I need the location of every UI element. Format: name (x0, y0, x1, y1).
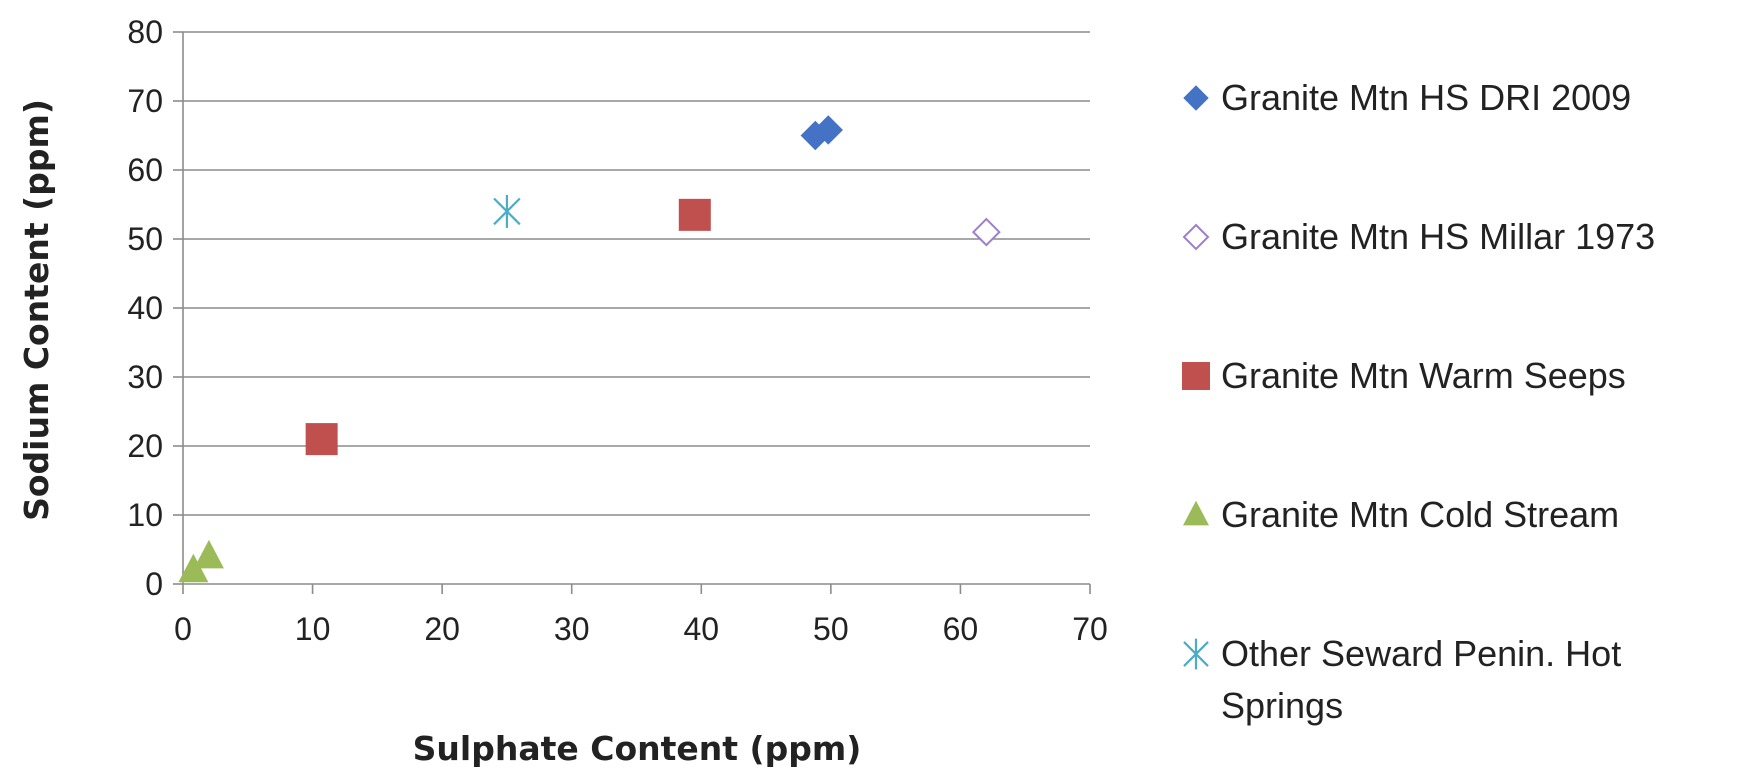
legend-marker-1 (1182, 223, 1210, 251)
data-point-s1-p0 (971, 217, 1001, 247)
y-tick-label-20: 20 (127, 428, 163, 464)
x-tick-label-30: 30 (554, 611, 590, 647)
legend-item-2: Granite Mtn Warm Seeps (1182, 355, 1626, 396)
legend-item-0: Granite Mtn HS DRI 2009 (1183, 77, 1631, 118)
legend-label-0: Granite Mtn HS DRI 2009 (1221, 77, 1631, 118)
y-tick-label-80: 80 (127, 14, 163, 50)
y-tick-label-0: 0 (145, 566, 163, 602)
legend-item-1: Granite Mtn HS Millar 1973 (1182, 216, 1655, 257)
x-tick-label-0: 0 (174, 611, 192, 647)
x-tick-label-10: 10 (295, 611, 331, 647)
data-points (178, 115, 1001, 583)
x-tick-label-60: 60 (943, 611, 979, 647)
legend-item-4: Other Seward Penin. Hot Springs (1183, 633, 1621, 726)
y-tick-label-10: 10 (127, 497, 163, 533)
y-tick-label-40: 40 (127, 290, 163, 326)
legend-label-2: Granite Mtn Warm Seeps (1221, 355, 1626, 396)
legend-label-1: Granite Mtn HS Millar 1973 (1221, 216, 1655, 257)
data-point-s4-p0 (493, 194, 521, 228)
x-tick-labels: 0 10 20 30 40 50 60 70 (174, 611, 1108, 647)
legend-label-3: Granite Mtn Cold Stream (1221, 494, 1619, 535)
legend-item-3: Granite Mtn Cold Stream (1183, 494, 1619, 535)
legend-marker-2 (1182, 362, 1210, 390)
legend: Granite Mtn HS DRI 2009 Granite Mtn HS Mi… (1182, 77, 1655, 726)
legend-marker-4 (1183, 638, 1209, 670)
axes (173, 31, 1091, 594)
data-point-s3-p0 (178, 553, 209, 583)
x-tick-label-40: 40 (683, 611, 719, 647)
legend-marker-3 (1183, 500, 1209, 526)
x-tick-label-70: 70 (1072, 611, 1108, 647)
y-tick-label-30: 30 (127, 359, 163, 395)
data-point-s2-p1 (678, 198, 711, 231)
legend-label-4: Other Seward Penin. Hot Springs (1221, 633, 1621, 726)
data-point-s0-p1 (813, 115, 843, 145)
x-axis-title: Sulphate Content (ppm) (413, 729, 862, 768)
y-tick-label-50: 50 (127, 221, 163, 257)
data-point-s3-p1 (193, 539, 224, 569)
legend-marker-0 (1183, 85, 1209, 111)
y-tick-label-60: 60 (127, 152, 163, 188)
legend-label-4-line-0: Other Seward Penin. Hot (1221, 633, 1621, 674)
legend-label-4-line-1: Springs (1221, 685, 1343, 726)
y-tick-label-70: 70 (127, 83, 163, 119)
y-tick-labels: 0 10 20 30 40 50 60 70 80 (127, 14, 163, 602)
y-axis-title: Sodium Content (ppm) (17, 99, 56, 521)
x-tick-label-50: 50 (813, 611, 849, 647)
data-point-s2-p0 (305, 423, 338, 456)
x-tick-label-20: 20 (424, 611, 460, 647)
